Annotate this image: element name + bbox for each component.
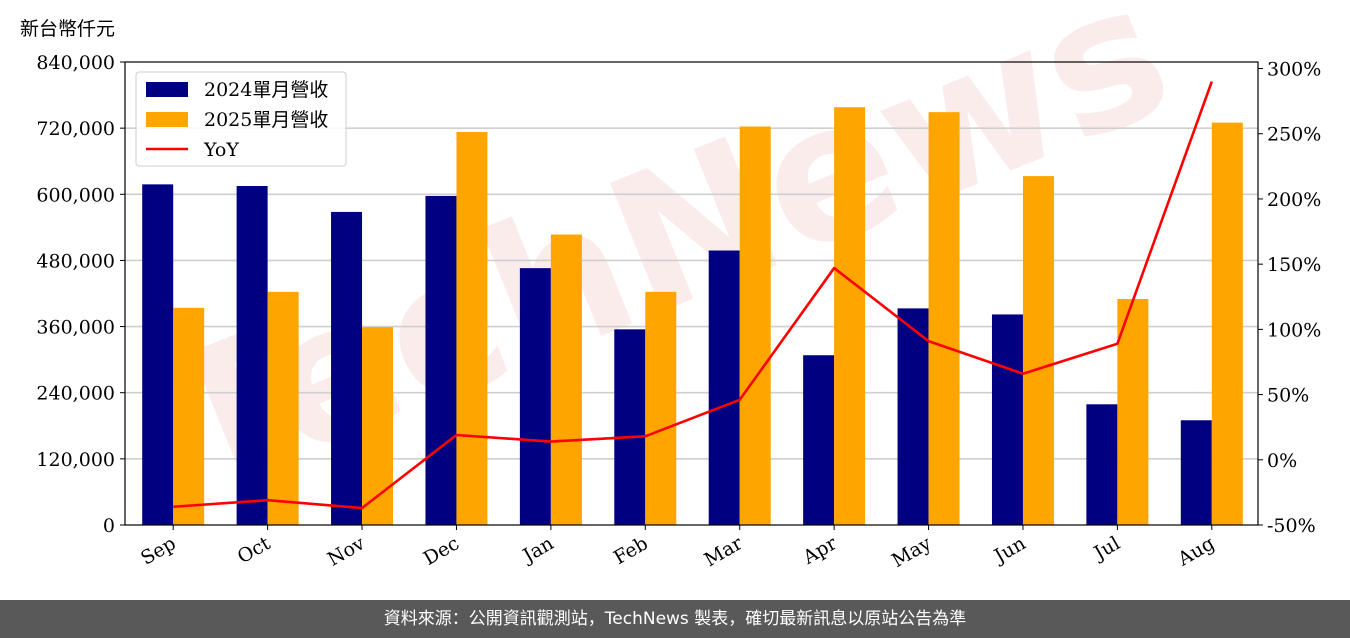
- x-tick-label: Apr: [798, 532, 841, 569]
- y-tick-label-left: 120,000: [36, 449, 115, 471]
- y-tick-label-right: 50%: [1267, 385, 1309, 407]
- legend-swatch: [146, 112, 188, 127]
- bar-2024: [425, 195, 457, 526]
- bar-2024: [991, 314, 1023, 525]
- bar-2025: [1117, 299, 1149, 525]
- bar-2025: [267, 291, 299, 525]
- y-tick-label-right: 250%: [1267, 124, 1321, 146]
- y-tick-label-right: 200%: [1267, 189, 1321, 211]
- bar-2024: [236, 186, 268, 525]
- bar-2025: [362, 327, 394, 525]
- y-tick-label-left: 0: [103, 515, 115, 537]
- legend-label: 2024單月營收: [204, 79, 328, 101]
- legend-label: 2025單月營收: [204, 109, 328, 131]
- x-tick-label: Aug: [1173, 532, 1218, 571]
- bar-2024: [803, 355, 835, 525]
- legend-swatch: [146, 82, 188, 97]
- legend-box: [135, 71, 347, 167]
- y-tick-label-right: 150%: [1267, 254, 1321, 276]
- bar-2025: [645, 291, 677, 525]
- y-tick-label-left: 840,000: [36, 52, 115, 74]
- chart-area: 新台幣仟元 TechNews 0 120,000 240,000 360,000 480,…: [20, 0, 1321, 572]
- y-tick-label-left: 480,000: [36, 250, 115, 272]
- bar-2025: [173, 307, 205, 525]
- revenue-chart: TechNews0120,000240,000360,000480,000600…: [36, 0, 1321, 572]
- bar-2024: [708, 250, 740, 525]
- y-tick-label-left: 720,000: [36, 118, 115, 140]
- bar-2025: [739, 126, 771, 525]
- bar-2024: [331, 211, 363, 525]
- x-tick-label: Sep: [137, 532, 180, 569]
- x-tick-label: Jun: [989, 532, 1030, 568]
- y-tick-label-left: 240,000: [36, 383, 115, 405]
- x-tick-label: Feb: [610, 532, 652, 569]
- bar-2025: [550, 234, 582, 525]
- bar-2024: [1086, 404, 1118, 525]
- x-tick-label: Mar: [701, 532, 747, 571]
- x-tick-label: May: [888, 532, 935, 572]
- y-tick-label-right: 300%: [1267, 59, 1321, 81]
- bar-2024: [614, 329, 646, 525]
- bar-2025: [1211, 122, 1243, 525]
- x-tick-label: Oct: [234, 532, 275, 568]
- bar-2025: [928, 112, 960, 526]
- x-tick-label: Nov: [324, 532, 369, 571]
- bar-2025: [456, 132, 488, 525]
- bar-2024: [897, 308, 929, 525]
- y-tick-label-left: 600,000: [36, 184, 115, 206]
- bar-2024: [519, 268, 551, 525]
- y-tick-label-left: 360,000: [36, 317, 115, 339]
- bar-2024: [1180, 420, 1212, 525]
- yoy-line: [173, 81, 1214, 510]
- x-tick-label: Dec: [420, 532, 463, 570]
- bar-2024: [142, 184, 174, 525]
- legend-label: YoY: [203, 139, 239, 161]
- bar-2025: [834, 107, 866, 525]
- unit-label: 新台幣仟元: [20, 18, 116, 40]
- y-tick-label-right: 100%: [1267, 319, 1321, 341]
- source-footer: 資料來源：公開資訊觀測站，TechNews 製表，確切最新訊息以原站公告為準: [0, 600, 1350, 638]
- x-tick-label: Jul: [1089, 532, 1124, 565]
- y-tick-label-right: -50%: [1267, 515, 1316, 537]
- x-tick-label: Jan: [518, 532, 558, 568]
- bar-2025: [1022, 176, 1054, 525]
- y-tick-label-right: 0%: [1267, 450, 1297, 472]
- plot-frame: [124, 61, 1259, 526]
